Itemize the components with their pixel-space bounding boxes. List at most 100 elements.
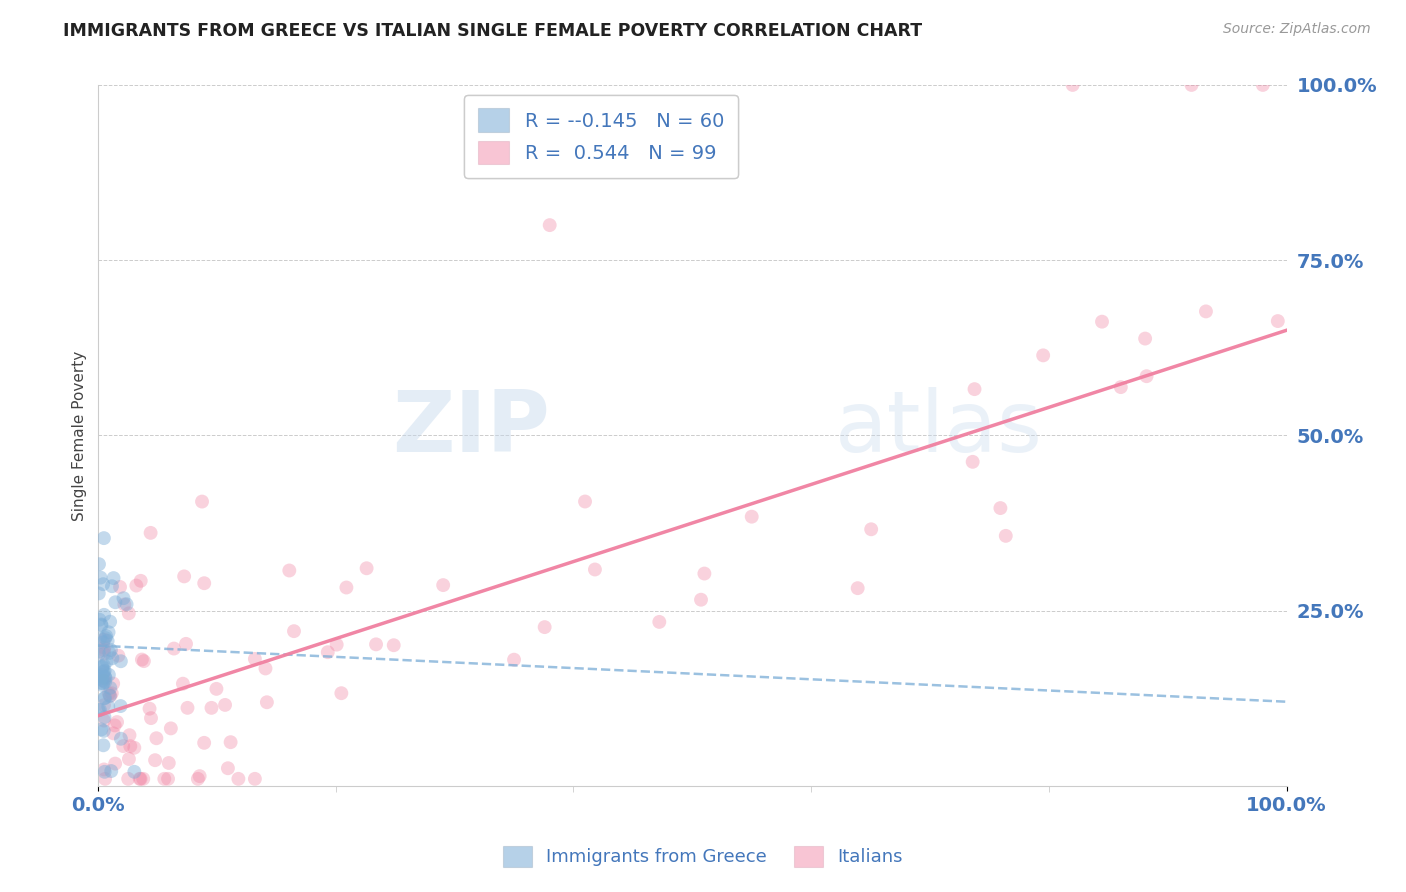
Point (364, 637, 387, 651)
Point (91, 659, 114, 673)
Point (93, 640, 115, 655)
Point (89, 672, 111, 686)
Point (990, 501, 1012, 516)
Point (1251, 78, 1274, 92)
Point (91, 577, 114, 591)
Point (94, 670, 117, 684)
Point (89, 703, 111, 717)
Point (105, 714, 128, 729)
Point (100, 643, 122, 657)
Point (994, 529, 1017, 543)
Point (90, 618, 112, 632)
Point (574, 494, 596, 508)
Point (1091, 315, 1114, 329)
Point (91, 667, 114, 681)
Point (1032, 348, 1054, 362)
Point (91, 739, 114, 753)
Point (90, 723, 112, 737)
Point (145, 731, 167, 746)
Point (160, 722, 183, 736)
Point (93, 691, 115, 706)
Point (228, 772, 250, 786)
Point (963, 382, 986, 396)
Point (93, 714, 115, 728)
Point (87, 669, 110, 683)
Point (860, 522, 883, 536)
Point (187, 772, 209, 786)
Point (97, 668, 120, 682)
Point (157, 772, 180, 786)
Point (131, 652, 153, 666)
Point (98, 615, 121, 629)
Point (741, 509, 763, 524)
Point (129, 772, 152, 786)
Point (254, 661, 277, 675)
Point (118, 728, 141, 742)
Point (124, 764, 146, 779)
Point (93, 531, 115, 545)
Point (93, 632, 115, 647)
Point (90, 676, 112, 690)
Point (101, 676, 124, 690)
Point (115, 597, 138, 611)
Point (693, 566, 716, 581)
Point (104, 595, 127, 609)
Legend: Immigrants from Greece, Italians: Immigrants from Greece, Italians (496, 838, 910, 874)
Point (91, 673, 114, 688)
Point (93, 658, 115, 673)
Point (117, 772, 139, 786)
Point (101, 579, 124, 593)
Point (1267, 314, 1289, 328)
Point (125, 578, 148, 592)
Point (103, 571, 125, 585)
Point (648, 615, 671, 629)
Point (172, 676, 194, 690)
Point (93, 764, 115, 779)
Point (129, 574, 152, 588)
Point (112, 739, 135, 753)
Point (94, 772, 117, 786)
Point (1180, 78, 1202, 92)
Point (110, 699, 132, 714)
Point (87, 648, 110, 662)
Point (205, 681, 228, 696)
Point (118, 607, 141, 621)
Point (153, 772, 176, 786)
Point (91, 678, 114, 692)
Point (94, 690, 117, 705)
Point (108, 580, 131, 594)
Point (100, 764, 122, 778)
Point (157, 756, 180, 770)
Point (97, 625, 120, 640)
Point (91, 635, 114, 649)
Point (93, 698, 115, 713)
Text: atlas: atlas (835, 387, 1043, 470)
Point (87, 703, 110, 717)
Point (538, 218, 561, 232)
Point (335, 581, 357, 595)
Point (97, 633, 120, 648)
Legend: R = --0.145   N = 60, R =  0.544   N = 99: R = --0.145 N = 60, R = 0.544 N = 99 (464, 95, 738, 178)
Point (87, 586, 110, 600)
Point (132, 654, 155, 668)
Point (283, 624, 305, 639)
Point (138, 701, 160, 715)
Point (91, 676, 114, 690)
Point (193, 736, 215, 750)
Point (87, 557, 110, 571)
Point (690, 592, 713, 607)
Point (243, 772, 266, 786)
Point (214, 698, 236, 712)
Point (432, 578, 454, 592)
Point (139, 525, 162, 540)
Point (124, 740, 146, 755)
Point (139, 711, 162, 725)
Point (89, 613, 111, 627)
Point (1062, 78, 1084, 92)
Point (110, 654, 132, 668)
Point (101, 686, 124, 700)
Point (533, 620, 555, 634)
Point (112, 591, 135, 606)
Point (90, 617, 112, 632)
Point (120, 739, 142, 754)
